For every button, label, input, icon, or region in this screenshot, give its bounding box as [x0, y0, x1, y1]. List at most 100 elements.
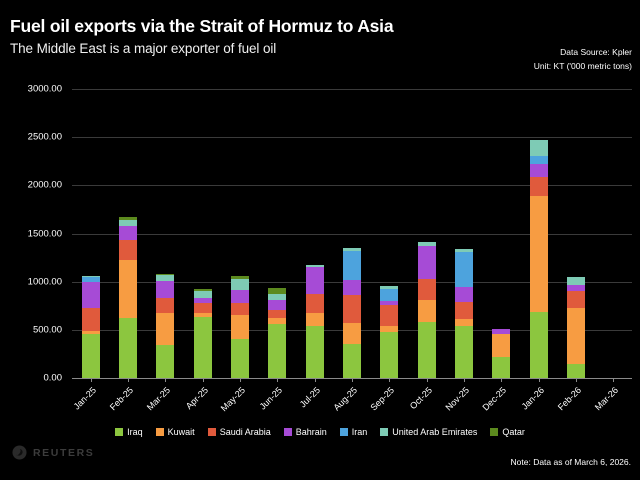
- bar-segment[interactable]: [81, 330, 100, 335]
- bar-segment[interactable]: [193, 291, 212, 298]
- bar-segment[interactable]: [380, 300, 399, 305]
- bar-stack[interactable]: [380, 286, 399, 378]
- bar-segment[interactable]: [567, 284, 585, 291]
- bar-segment[interactable]: [567, 290, 585, 308]
- bar-segment[interactable]: [156, 344, 175, 378]
- bar-segment[interactable]: [343, 280, 361, 296]
- y-axis-tick-label: 2500.00: [27, 131, 62, 143]
- bar-segment[interactable]: [156, 281, 175, 298]
- bar-segment[interactable]: [156, 273, 175, 276]
- bar-stack[interactable]: [231, 275, 249, 378]
- bar-segment[interactable]: [81, 277, 100, 282]
- bar-segment[interactable]: [193, 303, 212, 313]
- bar-stack[interactable]: [343, 248, 361, 378]
- bar-segment[interactable]: [529, 311, 548, 378]
- bar-stack[interactable]: [156, 273, 175, 378]
- bar-segment[interactable]: [81, 308, 100, 331]
- bar-segment[interactable]: [343, 248, 361, 252]
- bar-segment[interactable]: [417, 242, 436, 246]
- bar-segment[interactable]: [492, 333, 511, 357]
- bar-segment[interactable]: [455, 326, 473, 378]
- bar-segment[interactable]: [193, 297, 212, 304]
- bar-segment[interactable]: [268, 287, 287, 295]
- bar-segment[interactable]: [343, 323, 361, 344]
- bar-segment[interactable]: [529, 164, 548, 177]
- bar-segment[interactable]: [455, 252, 473, 287]
- bar-segment[interactable]: [268, 324, 287, 378]
- bar-stack[interactable]: [119, 216, 137, 378]
- bar-segment[interactable]: [268, 318, 287, 325]
- bar-segment[interactable]: [455, 286, 473, 303]
- bar-segment[interactable]: [193, 317, 212, 378]
- bar-stack[interactable]: [492, 328, 511, 378]
- bar-segment[interactable]: [81, 281, 100, 309]
- bar-segment[interactable]: [567, 307, 585, 364]
- bar-segment[interactable]: [119, 239, 137, 261]
- bar-segment[interactable]: [305, 264, 324, 268]
- legend-item[interactable]: Iraq: [115, 427, 143, 437]
- bar-segment[interactable]: [156, 297, 175, 314]
- legend-item[interactable]: Qatar: [490, 427, 525, 437]
- bar-segment[interactable]: [455, 302, 473, 320]
- bar-segment[interactable]: [492, 356, 511, 378]
- legend-item[interactable]: Bahrain: [283, 427, 327, 437]
- bar-stack[interactable]: [268, 287, 287, 378]
- bar-segment[interactable]: [119, 260, 137, 319]
- bar-stack[interactable]: [529, 139, 548, 378]
- bar-stack[interactable]: [417, 242, 436, 378]
- bar-segment[interactable]: [231, 314, 249, 339]
- legend-item[interactable]: Saudi Arabia: [207, 427, 271, 437]
- bar-segment[interactable]: [119, 226, 137, 240]
- bar-segment[interactable]: [380, 331, 399, 378]
- bar-segment[interactable]: [380, 289, 399, 301]
- bar-segment[interactable]: [529, 155, 548, 165]
- bar-segment[interactable]: [417, 278, 436, 300]
- legend-item[interactable]: Kuwait: [155, 427, 195, 437]
- bar-segment[interactable]: [305, 267, 324, 295]
- bar-segment[interactable]: [417, 322, 436, 378]
- bar-segment[interactable]: [231, 339, 249, 378]
- bar-segment[interactable]: [268, 310, 287, 319]
- bar-segment[interactable]: [119, 219, 137, 227]
- bar-segment[interactable]: [343, 295, 361, 324]
- bar-segment[interactable]: [231, 278, 249, 290]
- legend-item[interactable]: Iran: [339, 427, 367, 437]
- bar-stack[interactable]: [81, 276, 100, 378]
- bar-segment[interactable]: [81, 334, 100, 378]
- bar-segment[interactable]: [492, 328, 511, 334]
- bar-segment[interactable]: [380, 304, 399, 327]
- bar-stack[interactable]: [305, 264, 324, 378]
- bar-segment[interactable]: [156, 313, 175, 345]
- bar-segment[interactable]: [529, 139, 548, 156]
- bar-segment[interactable]: [567, 363, 585, 378]
- bar-segment[interactable]: [119, 318, 137, 378]
- bar-segment[interactable]: [193, 312, 212, 318]
- bar-segment[interactable]: [343, 343, 361, 378]
- bar-segment[interactable]: [231, 275, 249, 279]
- bar-segment[interactable]: [343, 251, 361, 281]
- bar-segment[interactable]: [231, 289, 249, 303]
- bar-segment[interactable]: [119, 216, 137, 220]
- bar-stack[interactable]: [455, 248, 473, 378]
- bar-segment[interactable]: [380, 326, 399, 332]
- bar-stack[interactable]: [193, 288, 212, 378]
- bar-segment[interactable]: [567, 277, 585, 285]
- bar-segment[interactable]: [305, 313, 324, 326]
- bar-segment[interactable]: [156, 275, 175, 282]
- bar-segment[interactable]: [305, 294, 324, 314]
- bar-segment[interactable]: [193, 288, 212, 292]
- bar-segment[interactable]: [417, 245, 436, 279]
- bar-segment[interactable]: [417, 299, 436, 323]
- bar-segment[interactable]: [380, 286, 399, 290]
- bar-segment[interactable]: [268, 294, 287, 300]
- bar-segment[interactable]: [455, 248, 473, 253]
- bar-segment[interactable]: [529, 195, 548, 312]
- bar-segment[interactable]: [529, 176, 548, 196]
- bar-segment[interactable]: [231, 302, 249, 315]
- bar-segment[interactable]: [305, 325, 324, 378]
- bar-stack[interactable]: [567, 277, 585, 378]
- bar-segment[interactable]: [268, 300, 287, 311]
- bar-segment[interactable]: [81, 276, 100, 278]
- legend-item[interactable]: United Arab Emirates: [380, 427, 477, 437]
- bar-segment[interactable]: [455, 319, 473, 327]
